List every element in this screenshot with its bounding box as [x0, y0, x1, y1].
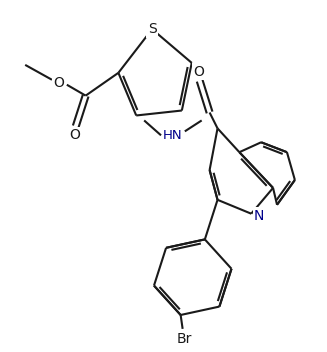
- Text: S: S: [148, 22, 157, 36]
- Text: O: O: [69, 128, 80, 142]
- Text: N: N: [254, 209, 264, 223]
- Text: Br: Br: [177, 332, 192, 346]
- Text: O: O: [53, 76, 64, 90]
- Text: O: O: [193, 65, 204, 79]
- Text: HN: HN: [163, 129, 183, 142]
